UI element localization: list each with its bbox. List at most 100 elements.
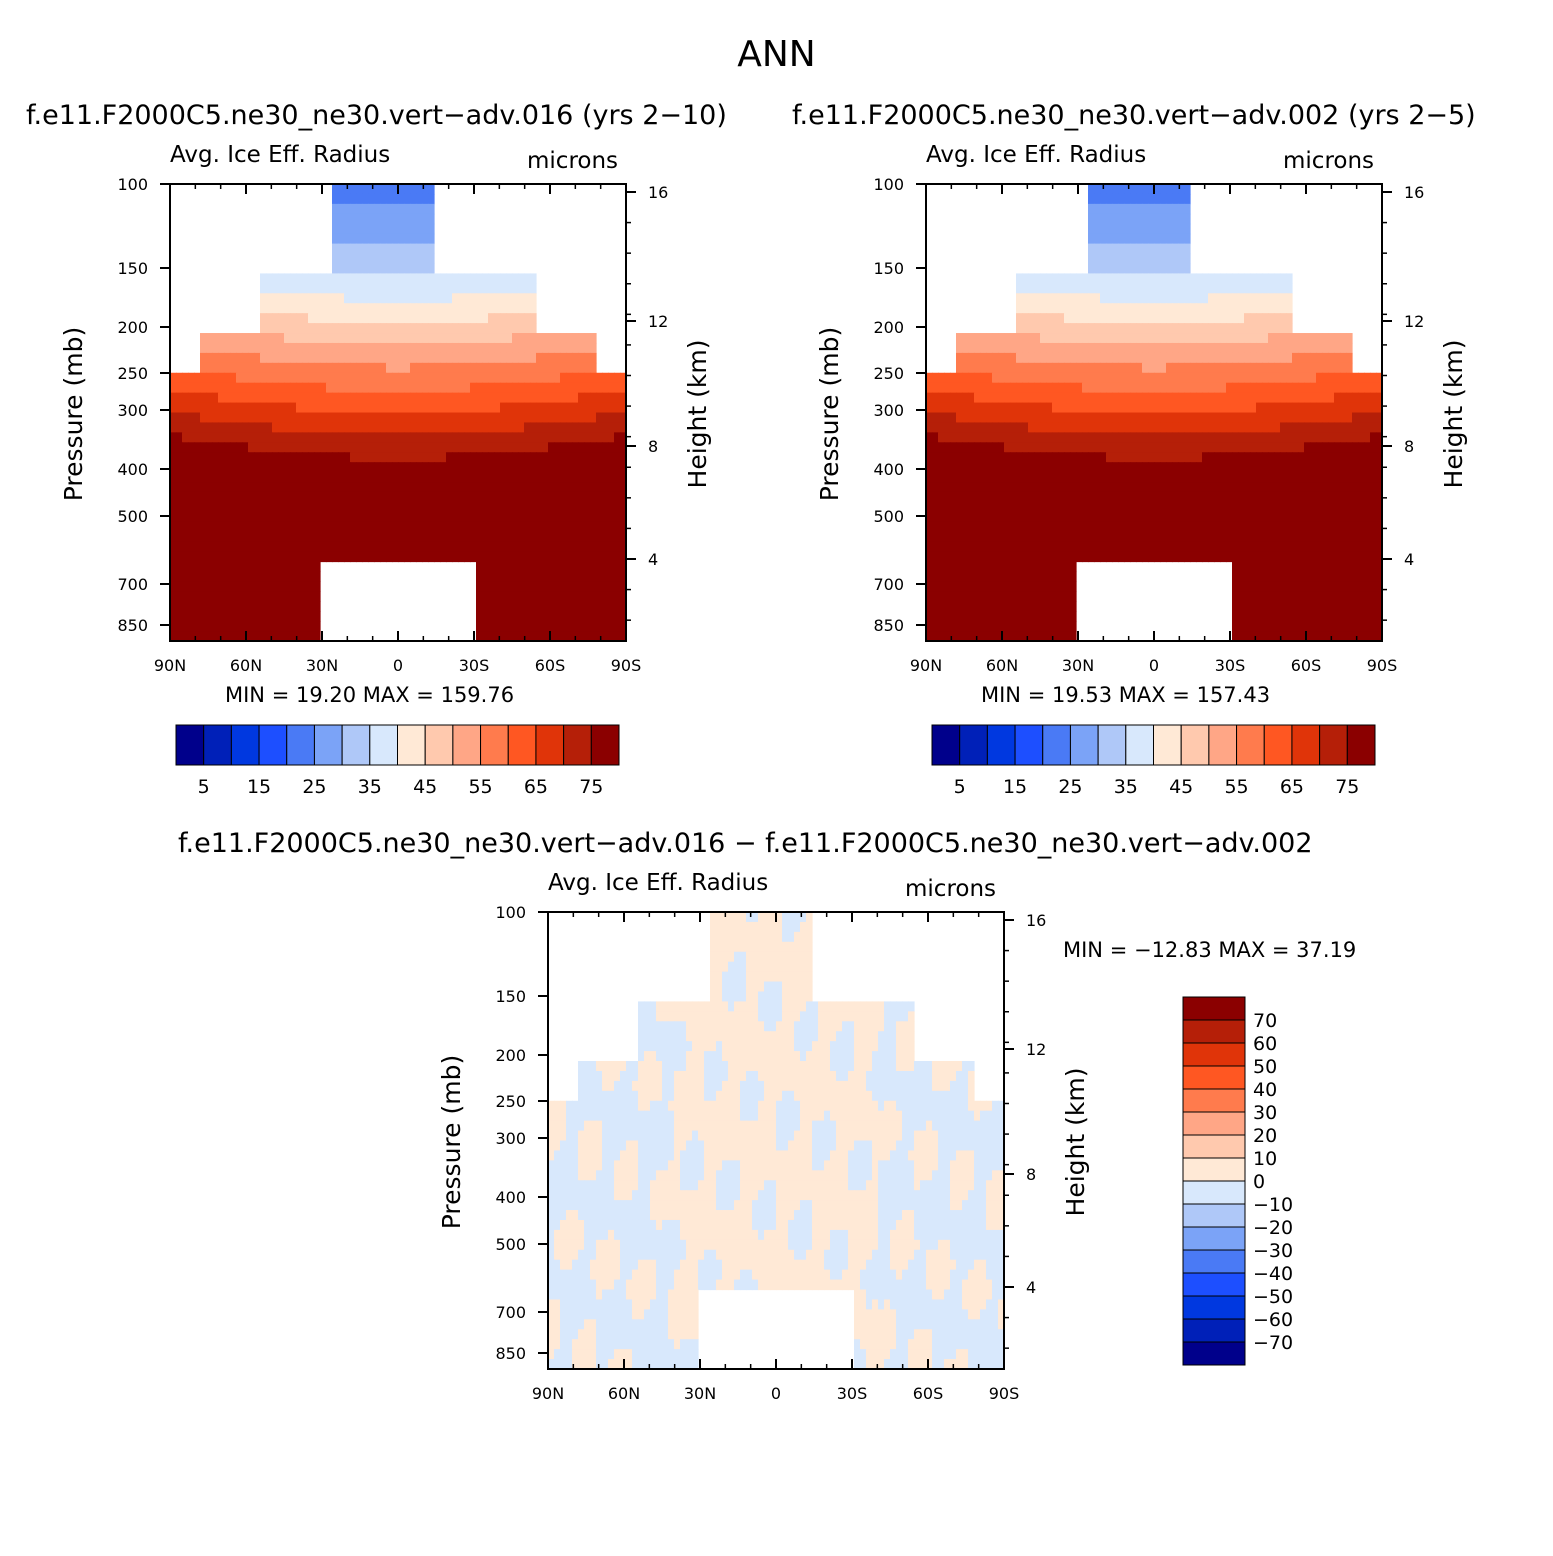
- field-cell: [362, 501, 369, 513]
- field-cell: [1028, 402, 1035, 414]
- field-cell: [1274, 442, 1281, 453]
- field-cell: [236, 362, 243, 374]
- field-cell: [1220, 303, 1227, 314]
- field-cell: [254, 382, 261, 394]
- field-cell: [338, 491, 345, 503]
- field-cell: [236, 631, 243, 642]
- field-cell: [230, 521, 237, 533]
- field-cell: [1322, 382, 1329, 394]
- field-cell: [368, 462, 375, 473]
- field-cell: [1196, 352, 1203, 364]
- field-cell: [488, 442, 495, 453]
- field-cell: [1178, 442, 1185, 453]
- field-cell: [284, 631, 291, 642]
- field-cell: [1172, 223, 1179, 235]
- field-cell: [1034, 412, 1041, 424]
- field-cell: [1190, 352, 1197, 364]
- field-cell: [1016, 482, 1023, 493]
- field-cell: [1028, 541, 1035, 553]
- field-cell: [242, 412, 249, 424]
- field-cell: [1214, 412, 1221, 424]
- field-cell: [986, 591, 993, 602]
- field-cell: [518, 501, 525, 513]
- field-cell: [236, 541, 243, 553]
- field-cell: [1196, 392, 1203, 404]
- field-cell: [1262, 491, 1269, 503]
- field-cell: [362, 263, 369, 275]
- field-cell: [962, 352, 969, 364]
- field-cell: [1220, 402, 1227, 414]
- field-cell: [272, 293, 279, 304]
- field-cell: [1100, 402, 1107, 414]
- field-cell: [1124, 511, 1131, 523]
- field-cell: [440, 293, 447, 304]
- field-cell: [278, 342, 285, 354]
- field-cell: [170, 402, 177, 414]
- field-cell: [410, 303, 417, 314]
- field-cell: [386, 442, 393, 453]
- field-cell: [284, 372, 291, 384]
- field-cell: [524, 452, 531, 463]
- field-cell: [1286, 352, 1293, 364]
- field-cell: [1058, 422, 1065, 433]
- field-cell: [236, 392, 243, 404]
- field-cell: [1184, 541, 1191, 553]
- field-cell: [1286, 432, 1293, 443]
- field-cell: [1064, 293, 1071, 304]
- field-cell: [1352, 491, 1359, 503]
- field-cell: [1166, 213, 1173, 225]
- field-cell: [506, 631, 513, 642]
- field-cell: [578, 611, 585, 622]
- field-cell: [1340, 352, 1347, 364]
- field-cell: [266, 402, 273, 414]
- field-cell: [266, 462, 273, 473]
- field-cell: [458, 482, 465, 493]
- field-cell: [992, 462, 999, 473]
- field-cell: [1244, 283, 1251, 294]
- field-cell: [1250, 313, 1257, 324]
- field-cell: [1154, 482, 1161, 493]
- field-cell: [1082, 422, 1089, 433]
- field-cell: [1088, 491, 1095, 503]
- field-cell: [344, 491, 351, 503]
- field-cell: [500, 323, 507, 334]
- field-cell: [302, 621, 309, 632]
- field-cell: [590, 521, 597, 533]
- field-cell: [266, 581, 273, 592]
- field-cell: [584, 591, 591, 602]
- field-cell: [1376, 472, 1383, 483]
- field-cell: [404, 184, 411, 195]
- field-cell: [1148, 362, 1155, 374]
- field-cell: [1214, 551, 1221, 563]
- field-cell: [422, 273, 429, 284]
- field-cell: [416, 412, 423, 424]
- field-cell: [1100, 521, 1107, 533]
- field-cell: [962, 591, 969, 602]
- field-cell: [1328, 432, 1335, 443]
- field-cell: [1076, 462, 1083, 473]
- field-cell: [1160, 412, 1167, 424]
- field-cell: [230, 531, 237, 543]
- field-cell: [566, 472, 573, 483]
- field-cell: [1190, 392, 1197, 404]
- field-cell: [356, 422, 363, 433]
- field-cell: [1280, 491, 1287, 503]
- field-cell: [428, 432, 435, 443]
- field-cell: [1340, 422, 1347, 433]
- field-cell: [1292, 392, 1299, 404]
- field-cell: [524, 372, 531, 384]
- field-cell: [1034, 392, 1041, 404]
- field-cell: [1004, 501, 1011, 513]
- field-cell: [1130, 551, 1137, 563]
- field-cell: [968, 422, 975, 433]
- field-cell: [1208, 273, 1215, 284]
- field-cell: [512, 531, 519, 543]
- field-cell: [1094, 412, 1101, 424]
- field-cell: [962, 333, 969, 344]
- field-cell: [584, 382, 591, 394]
- field-cell: [272, 621, 279, 632]
- field-cell: [302, 352, 309, 364]
- field-cell: [524, 601, 531, 612]
- field-cell: [518, 561, 525, 573]
- field-cell: [476, 412, 483, 424]
